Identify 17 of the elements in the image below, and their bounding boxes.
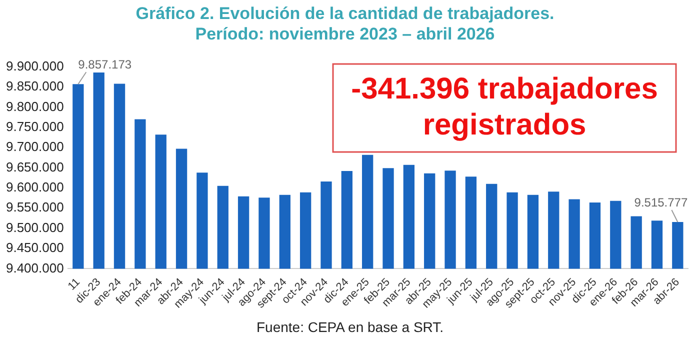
chart-title: Gráfico 2. Evolución de la cantidad de trabajadores. <box>136 4 554 23</box>
source-note: Fuente: CEPA en base a SRT. <box>256 318 444 335</box>
y-tick-label: 9.750.000 <box>6 118 64 134</box>
y-tick-label: 9.550.000 <box>6 200 64 215</box>
chart-subtitle: Período: noviembre 2023 – abril 2026 <box>195 24 495 44</box>
y-tick-label: 9.500.000 <box>6 220 64 235</box>
y-tick-label: 9.850.000 <box>6 78 64 94</box>
y-tick-label: 9.450.000 <box>6 240 64 256</box>
y-tick-label: 9.800.000 <box>6 98 64 114</box>
annotation: -341.396 trabajadores registrados <box>351 72 658 142</box>
y-tick-label: 9.400.000 <box>6 260 64 276</box>
data-label: 9.515.777 <box>634 195 688 210</box>
y-tick-label: 9.650.000 <box>6 159 64 174</box>
y-tick-label: 9.900.000 <box>6 58 64 74</box>
data-label: 9.857.173 <box>78 57 132 72</box>
y-tick-label: 9.600.000 <box>6 180 64 195</box>
y-tick-label: 9.700.000 <box>6 139 64 154</box>
